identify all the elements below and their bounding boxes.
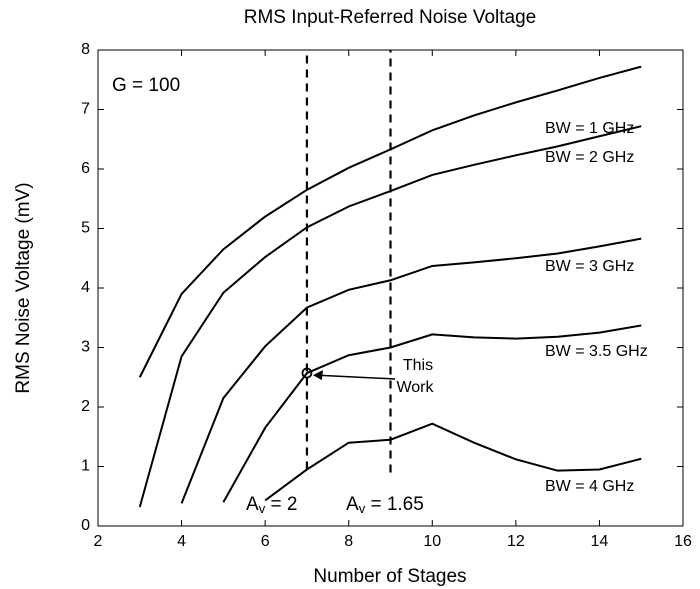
y-tick-label: 2 xyxy=(81,398,90,415)
chart-title: RMS Input-Referred Noise Voltage xyxy=(244,7,537,28)
label-part: = 2 xyxy=(265,494,297,515)
x-tick-label: 14 xyxy=(591,533,609,550)
annotation-text: This xyxy=(403,357,433,374)
gain-per-stage-label: Av = 2 xyxy=(246,494,297,516)
y-tick-label: 7 xyxy=(81,101,90,118)
annotation-text: Work xyxy=(396,379,434,396)
series-label: BW = 1 GHz xyxy=(545,120,634,137)
x-axis-label: Number of Stages xyxy=(313,566,466,587)
y-tick-label: 4 xyxy=(81,279,90,296)
x-tick-label: 2 xyxy=(94,533,103,550)
y-tick-label: 5 xyxy=(81,220,90,237)
label-part: v xyxy=(359,501,366,516)
highlight-point xyxy=(301,367,313,379)
y-tick-label: 0 xyxy=(81,517,90,534)
gain-label: G = 100 xyxy=(112,75,180,96)
x-tick-label: 16 xyxy=(674,533,692,550)
gain-per-stage-label: Av = 1.65 xyxy=(346,494,424,516)
label-part: A xyxy=(346,494,359,515)
label-part: v xyxy=(259,501,266,516)
x-tick-label: 8 xyxy=(344,533,353,550)
series-line xyxy=(180,237,642,504)
x-tick-label: 12 xyxy=(507,533,525,550)
label-part: A xyxy=(246,494,259,515)
label-part: = 1.65 xyxy=(365,494,424,515)
x-tick-label: 6 xyxy=(261,533,270,550)
y-tick-label: 8 xyxy=(81,41,90,58)
annotation-arrow xyxy=(315,374,396,380)
y-tick-label: 3 xyxy=(81,339,90,356)
series-label: BW = 3 GHz xyxy=(545,258,634,275)
series-line xyxy=(264,422,642,502)
series-label: BW = 2 GHz xyxy=(545,149,634,166)
y-tick-label: 1 xyxy=(81,458,90,475)
y-axis-label: RMS Noise Voltage (mV) xyxy=(13,182,34,393)
series-line xyxy=(138,125,642,508)
arrow-head xyxy=(312,370,323,381)
y-tick-label: 6 xyxy=(81,160,90,177)
series-line xyxy=(222,324,642,503)
series-label: BW = 3.5 GHz xyxy=(545,343,648,360)
x-tick-label: 4 xyxy=(177,533,186,550)
x-tick-label: 10 xyxy=(423,533,441,550)
series-line xyxy=(138,65,642,378)
series-label: BW = 4 GHz xyxy=(545,478,634,495)
